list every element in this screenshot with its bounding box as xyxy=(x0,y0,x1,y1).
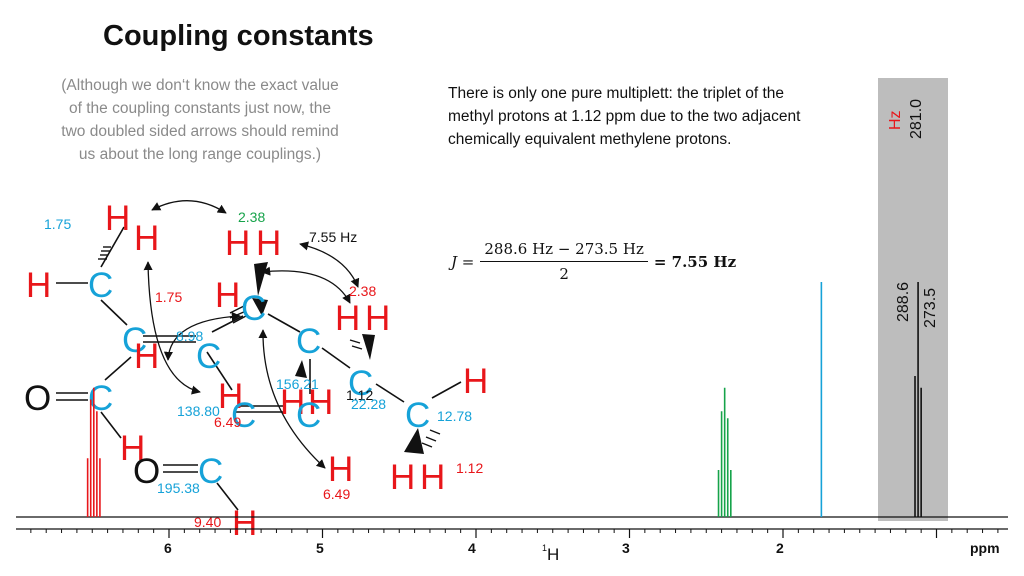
coupling-arrows xyxy=(143,200,360,469)
atom-o: O xyxy=(133,452,160,491)
long-range-note: (Although we don‘t know the exact value … xyxy=(61,77,339,163)
shift-label: 2.38 xyxy=(349,283,376,299)
atom-h: H xyxy=(390,458,415,497)
equation-denominator: 2 xyxy=(559,265,569,283)
atom-h: H xyxy=(335,299,360,338)
atom-h: H xyxy=(280,383,305,422)
atom-h: H xyxy=(120,429,145,468)
shift-label: 156.21 xyxy=(276,376,319,392)
atom-c: C xyxy=(88,266,113,305)
shift-labels: 1.75 2.38 7.55 Hz 1.75 2.38 8.98 156.21 … xyxy=(44,209,483,530)
coupling-label: 7.55 Hz xyxy=(309,229,357,245)
shift-label: 1.75 xyxy=(44,216,71,232)
shift-label: 9.40 xyxy=(194,514,221,530)
atom-h: H xyxy=(218,377,243,416)
atom-h: H xyxy=(105,199,130,238)
atom-h: H xyxy=(365,299,390,338)
atom-c: C xyxy=(296,322,321,361)
shift-label: 22.28 xyxy=(351,396,386,412)
nmr-spectrum xyxy=(16,282,1008,538)
coupling-equation: J = 288.6 Hz − 273.5 Hz = 7.55 Hz 2 xyxy=(450,240,737,284)
atom-h: H xyxy=(225,224,250,263)
peak-label: 273.5 xyxy=(922,288,939,328)
shift-label: 6.49 xyxy=(214,414,241,430)
shift-label: 6.49 xyxy=(323,486,350,502)
atom-c: C xyxy=(231,396,256,435)
x-tick-label: 3 xyxy=(622,540,630,556)
inset-unit: Hz xyxy=(887,110,904,130)
atom-h: H xyxy=(134,219,159,258)
equation-numerator: 288.6 Hz − 273.5 Hz xyxy=(480,240,648,262)
x-tick-label: 2 xyxy=(776,540,784,556)
shift-label: 138.80 xyxy=(177,403,220,419)
shift-label: 12.78 xyxy=(437,408,472,424)
nucleus-mass-number: 1 xyxy=(542,543,547,553)
atom-h: H xyxy=(256,224,281,263)
atom-o: O xyxy=(24,379,51,418)
atom-h: H xyxy=(308,383,333,422)
x-tick-label: 5 xyxy=(316,540,324,556)
atom-c: C xyxy=(88,379,113,418)
atom-h: H xyxy=(232,504,257,543)
x-tick-label: 4 xyxy=(468,540,476,556)
slide-title: Coupling constants xyxy=(103,20,374,52)
equation-lhs: J = xyxy=(451,253,475,271)
atom-h: H xyxy=(463,362,488,401)
inset-axis-value: 281.0 xyxy=(908,99,925,139)
atom-c: C xyxy=(122,321,147,360)
peak-label: 288.6 xyxy=(895,282,912,322)
shift-label: 1.12 xyxy=(346,387,373,403)
atom-c: C xyxy=(296,396,321,435)
atom-h: H xyxy=(215,276,240,315)
equation-result: = 7.55 Hz xyxy=(653,253,737,271)
atom-h: H xyxy=(134,337,159,376)
nucleus-label: H xyxy=(547,545,559,564)
atom-c: C xyxy=(196,337,221,376)
shift-label: 195.38 xyxy=(157,480,200,496)
atom-h: H xyxy=(328,450,353,489)
inset-panel xyxy=(878,78,948,521)
shift-label: 2.38 xyxy=(238,209,265,225)
shift-label: 8.98 xyxy=(176,328,203,344)
atom-c: C xyxy=(241,289,266,328)
atom-h: H xyxy=(26,266,51,305)
x-tick-labels: 6 5 4 3 2 ppm xyxy=(164,540,1000,556)
x-tick-label: 6 xyxy=(164,540,172,556)
x-axis-unit: ppm xyxy=(970,540,1000,556)
atom-c: C xyxy=(198,452,223,491)
atom-h: H xyxy=(420,458,445,497)
shift-label: 1.12 xyxy=(456,460,483,476)
multiplet-description: There is only one pure multiplett: the t… xyxy=(448,85,801,148)
shift-label: 1.75 xyxy=(155,289,182,305)
atoms: H H H C H H H C H H C H C C H C O C H H … xyxy=(24,199,488,543)
atom-c: C xyxy=(348,364,373,403)
atom-c: C xyxy=(405,396,430,435)
